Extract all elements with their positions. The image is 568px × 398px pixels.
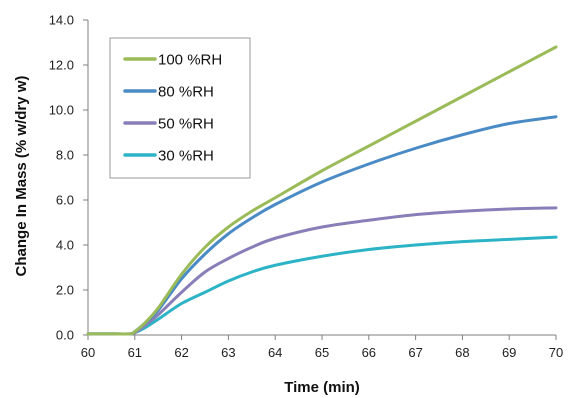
x-tick-label: 70: [549, 345, 563, 360]
y-tick-label: 10.0: [49, 103, 74, 118]
x-tick-label: 67: [408, 345, 422, 360]
y-tick-label: 4.0: [56, 238, 74, 253]
legend-label-100-rh: 100 %RH: [158, 52, 222, 69]
ticks-layer: 60 61 62 63 64 65 66 67 68 69 70 0.0 2.0 4.0 6.0 8.0 10.…: [49, 13, 564, 361]
series-line-50-rh: [86, 206, 558, 336]
x-tick-label: 63: [221, 345, 235, 360]
y-tick-label: 2.0: [56, 283, 74, 298]
x-tick-label: 61: [128, 345, 142, 360]
legend-label-30-rh: 30 %RH: [158, 148, 214, 165]
legend: 100 %RH 80 %RH 50 %RH 30 %RH: [109, 37, 251, 179]
y-tick-label: 14.0: [49, 13, 74, 28]
x-tick-label: 69: [502, 345, 516, 360]
y-tick-label: 8.0: [56, 148, 74, 163]
x-tick-label: 64: [268, 345, 282, 360]
series-layer: [86, 45, 558, 336]
x-axis-title: Time (min): [284, 379, 360, 396]
x-tick-label: 60: [81, 345, 95, 360]
legend-label-80-rh: 80 %RH: [158, 84, 214, 101]
legend-label-50-rh: 50 %RH: [158, 116, 214, 133]
y-tick-label: 0.0: [56, 328, 74, 343]
y-tick-label: 6.0: [56, 193, 74, 208]
series-line-100-rh: [86, 45, 558, 336]
y-axis-title: Change In Mass (% w/dry w): [13, 76, 30, 277]
y-tick-label: 12.0: [49, 58, 74, 73]
x-tick-label: 68: [455, 345, 469, 360]
x-tick-label: 65: [315, 345, 329, 360]
x-tick-label: 62: [174, 345, 188, 360]
x-tick-label: 66: [362, 345, 376, 360]
series-line-30-rh: [86, 235, 558, 336]
